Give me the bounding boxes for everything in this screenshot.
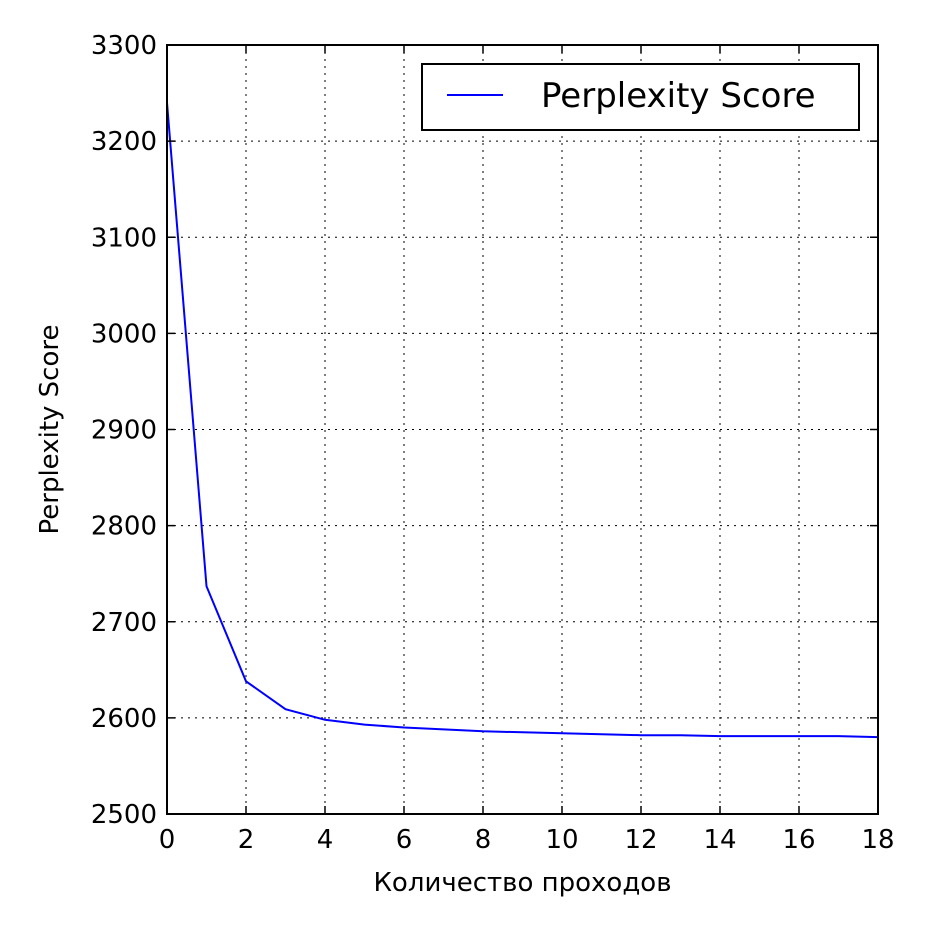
y-tick-label: 3200 <box>91 127 157 157</box>
y-tick-label: 2600 <box>91 704 157 734</box>
y-tick-label: 2700 <box>91 608 157 638</box>
y-tick-label: 3000 <box>91 319 157 349</box>
y-tick-label: 3300 <box>91 31 157 61</box>
x-tick-label: 14 <box>703 825 736 855</box>
x-tick-label: 2 <box>238 825 255 855</box>
y-tick-label: 3100 <box>91 223 157 253</box>
legend-label-perplexity-score: Perplexity Score <box>541 76 816 116</box>
y-tick-label: 2500 <box>91 800 157 830</box>
x-tick-label: 18 <box>861 825 894 855</box>
legend: Perplexity Score <box>421 63 860 131</box>
x-axis-title: Количество проходов <box>373 868 671 898</box>
tick-marks <box>166 44 879 815</box>
y-tick-labels: 2500 2600 2700 2800 2900 3000 3100 3200 3300 <box>91 31 157 830</box>
legend-box <box>421 63 860 131</box>
x-tick-label: 0 <box>159 825 176 855</box>
x-tick-label: 8 <box>475 825 492 855</box>
x-tick-label: 16 <box>782 825 815 855</box>
grid-lines <box>166 44 879 815</box>
x-tick-label: 6 <box>396 825 413 855</box>
series-line-perplexity-score <box>166 102 879 739</box>
y-axis-title: Perplexity Score <box>35 325 65 535</box>
y-tick-label: 2900 <box>91 416 157 446</box>
series-layer <box>166 102 879 739</box>
y-tick-label: 2800 <box>91 512 157 542</box>
x-tick-label: 10 <box>545 825 578 855</box>
x-tick-label: 4 <box>317 825 334 855</box>
x-tick-labels: 0 2 4 6 8 10 12 14 16 18 <box>159 825 895 855</box>
x-tick-label: 12 <box>624 825 657 855</box>
